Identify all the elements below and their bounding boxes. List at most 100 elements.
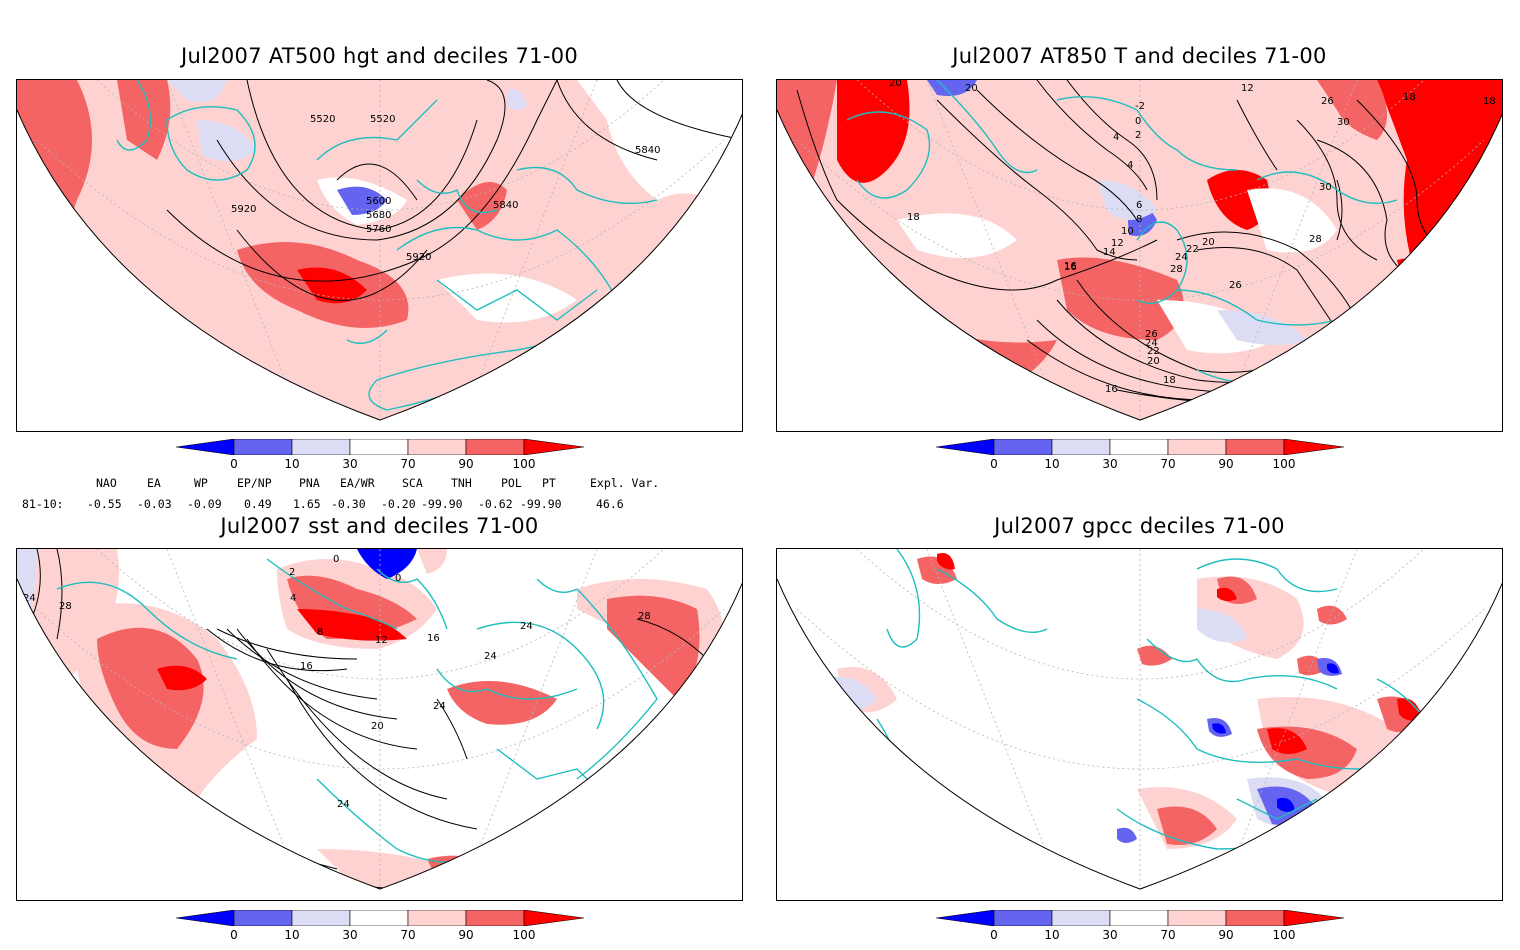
contour-label: 30 bbox=[1337, 117, 1350, 128]
contour-label: 5840 bbox=[635, 145, 660, 156]
colorbar-tick-label: 90 bbox=[458, 457, 474, 471]
colorbar-tick-label: 0 bbox=[990, 457, 998, 471]
contour-label: -2 bbox=[1135, 101, 1145, 112]
index-header-epnp: EP/NP bbox=[237, 476, 272, 490]
contour-label: 4 bbox=[290, 593, 296, 604]
colorbar-tick-label: 100 bbox=[512, 457, 536, 471]
colorbar-tick-label: 100 bbox=[512, 928, 536, 942]
index-row-label: 81-10: bbox=[22, 497, 64, 511]
index-header-explvar: Expl. Var. bbox=[590, 476, 660, 490]
colorbar-tick-label: 10 bbox=[1044, 457, 1060, 471]
index-header-tnh: TNH bbox=[451, 476, 472, 490]
colorbar-tick-label: 10 bbox=[284, 928, 300, 942]
colorbar-segment bbox=[175, 438, 235, 456]
colorbar-segment bbox=[349, 438, 409, 456]
contour-label: 26 bbox=[1229, 280, 1242, 291]
index-value: 1.65 bbox=[293, 497, 321, 511]
contour-label: 24 bbox=[484, 651, 497, 662]
contour-label: 24 bbox=[1175, 252, 1188, 263]
index-value: -0.55 bbox=[87, 497, 122, 511]
colorbar-tick-label: 0 bbox=[230, 457, 238, 471]
map-t850: 20 20 -2 0 2 4 4 12 26 30 18 18 18 18 6 … bbox=[776, 79, 1503, 432]
colorbar-tick-label: 90 bbox=[1218, 457, 1234, 471]
contour-label: 5520 bbox=[310, 114, 335, 125]
colorbar-tick-label: 30 bbox=[342, 928, 358, 942]
colorbar-segment bbox=[407, 909, 467, 927]
colorbar-segment bbox=[175, 909, 235, 927]
colorbar-segment bbox=[1051, 909, 1111, 927]
colorbar-svg bbox=[935, 438, 1345, 456]
contour-label: 5680 bbox=[366, 210, 391, 221]
index-value: -0.30 bbox=[331, 497, 366, 511]
index-header-eawr: EA/WR bbox=[340, 476, 375, 490]
contour-label: 24 bbox=[23, 593, 36, 604]
index-value: 46.6 bbox=[596, 497, 624, 511]
contour-label: 12 bbox=[1241, 83, 1254, 94]
colorbar-segment bbox=[1283, 909, 1345, 927]
colorbar-segment bbox=[993, 438, 1053, 456]
contour-label: 16 bbox=[1064, 261, 1077, 272]
map-sst: 24 28 0 2 4 8 12 0 16 16 24 24 24 28 20 … bbox=[16, 548, 743, 901]
contour-label: 16 bbox=[300, 661, 313, 672]
map-gpcc bbox=[776, 548, 1503, 901]
contour-label: 8 bbox=[317, 627, 323, 638]
contour-label: 24 bbox=[1145, 338, 1158, 349]
contour-label: 5920 bbox=[406, 252, 431, 263]
colorbar-segment bbox=[1051, 438, 1111, 456]
colorbar-tick-label: 0 bbox=[230, 928, 238, 942]
contour-label: 18 bbox=[907, 212, 920, 223]
colorbar-segment bbox=[935, 909, 995, 927]
colorbar-segment bbox=[523, 909, 585, 927]
contour-label: 5920 bbox=[231, 204, 256, 215]
contour-label: 16 bbox=[1064, 262, 1077, 273]
colorbar-segment bbox=[523, 438, 585, 456]
colorbar-segment bbox=[291, 909, 351, 927]
contour-label: 5600 bbox=[366, 196, 391, 207]
contour-label: 28 bbox=[1309, 234, 1322, 245]
contour-label: 16 bbox=[1105, 384, 1118, 395]
map-hgt500: 5520 5520 5840 5600 5680 5760 5840 5920 … bbox=[16, 79, 743, 432]
index-header-ea: EA bbox=[147, 476, 161, 490]
contour-label: 24 bbox=[337, 799, 350, 810]
colorbar-svg bbox=[175, 909, 585, 927]
contour-label: 30 bbox=[1319, 182, 1332, 193]
map-sst-svg: 24 28 0 2 4 8 12 0 16 16 24 24 24 28 20 … bbox=[17, 549, 742, 890]
panel-title-t850: Jul2007 AT850 T and deciles 71-00 bbox=[952, 44, 1327, 68]
contour-label: 26 bbox=[1321, 96, 1334, 107]
contour-label: 20 bbox=[1147, 356, 1160, 367]
panel-title-sst: Jul2007 sst and deciles 71-00 bbox=[220, 514, 539, 538]
colorbar-tick-label: 70 bbox=[400, 457, 416, 471]
colorbar-top-right: 0 10 30 70 90 100 bbox=[935, 438, 1356, 479]
map-t850-svg: 20 20 -2 0 2 4 4 12 26 30 18 18 18 18 6 … bbox=[777, 80, 1502, 421]
colorbar-segment bbox=[233, 438, 293, 456]
colorbar-tick-label: 70 bbox=[1160, 928, 1176, 942]
contour-label: 28 bbox=[1170, 264, 1183, 275]
colorbar-segment bbox=[233, 909, 293, 927]
colorbar-tick-label: 70 bbox=[1160, 457, 1176, 471]
contour-label: 20 bbox=[371, 721, 384, 732]
index-header-wp: WP bbox=[194, 476, 208, 490]
contour-label: 14 bbox=[1103, 247, 1116, 258]
index-value: 0.49 bbox=[244, 497, 272, 511]
colorbar-segment bbox=[291, 438, 351, 456]
colorbar-top-left: 0 10 30 70 90 100 bbox=[175, 438, 596, 479]
contour-label: 4 bbox=[1113, 132, 1119, 143]
panel-title-gpcc: Jul2007 gpcc deciles 71-00 bbox=[994, 514, 1285, 538]
colorbar-bottom-right: 0 10 30 70 90 100 bbox=[935, 909, 1356, 950]
index-header-pna: PNA bbox=[299, 476, 320, 490]
contour-label: 20 bbox=[965, 83, 978, 94]
contour-label: 12 bbox=[1111, 238, 1124, 249]
index-header-pol: POL bbox=[501, 476, 522, 490]
colorbar-segment bbox=[1225, 438, 1285, 456]
contour-label: 8 bbox=[1136, 214, 1142, 225]
contour-label: 18 bbox=[1403, 92, 1416, 103]
colorbar-tick-label: 0 bbox=[990, 928, 998, 942]
colorbar-tick-label: 30 bbox=[1102, 457, 1118, 471]
contour-label: 5760 bbox=[366, 224, 391, 235]
index-value: -0.20 bbox=[381, 497, 416, 511]
contour-label: 18 bbox=[1465, 207, 1478, 218]
index-header-nao: NAO bbox=[96, 476, 117, 490]
colorbar-tick-label: 30 bbox=[342, 457, 358, 471]
contour-label: 22 bbox=[1147, 346, 1160, 357]
contour-label: 26 bbox=[1145, 329, 1158, 340]
